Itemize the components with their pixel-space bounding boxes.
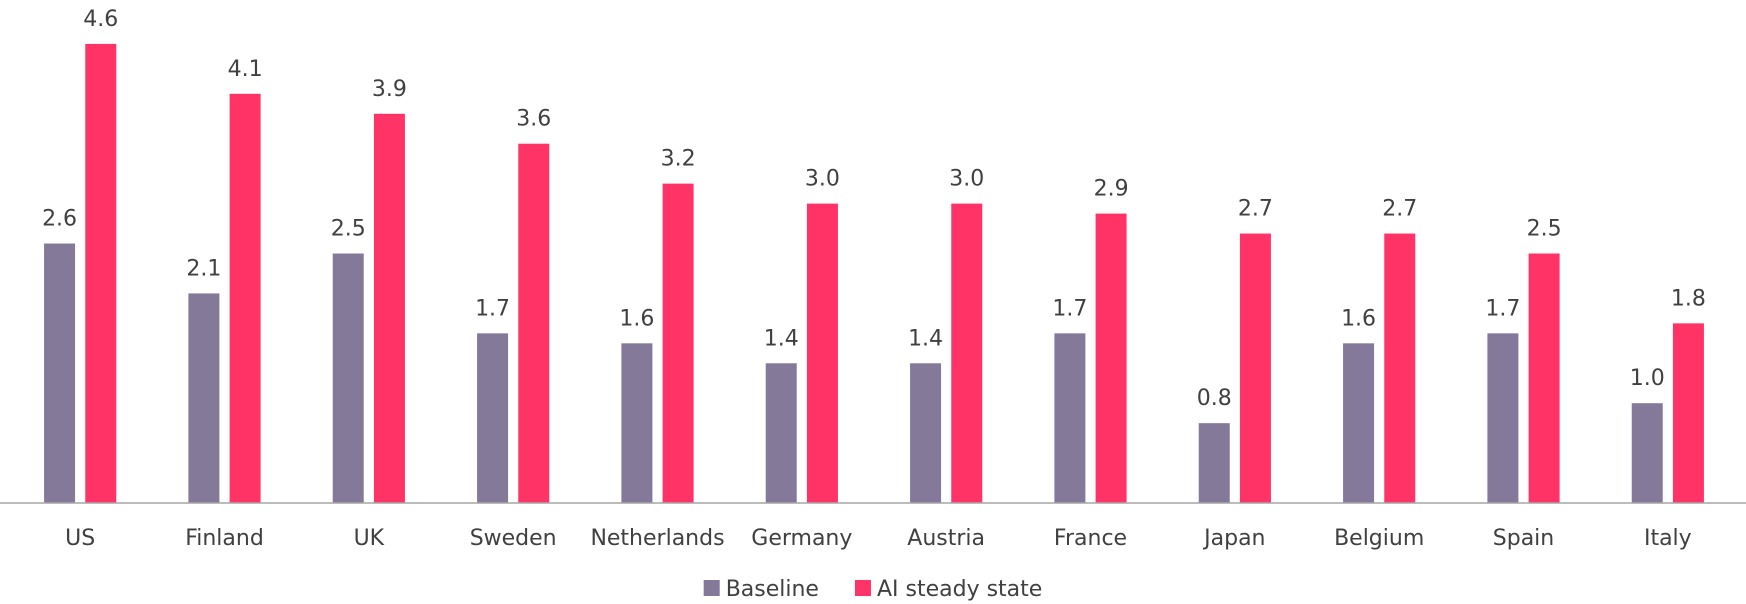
bar <box>518 143 550 503</box>
bar <box>951 203 983 503</box>
value-label: 1.6 <box>1341 306 1376 331</box>
bar <box>621 343 653 503</box>
value-label: 1.7 <box>1052 296 1087 321</box>
value-label: 3.6 <box>516 107 551 132</box>
bar <box>1198 423 1230 503</box>
bar <box>1343 343 1375 503</box>
x-tick-label: Italy <box>1644 526 1692 551</box>
x-tick-label: Finland <box>185 526 264 551</box>
x-tick-label: France <box>1054 526 1127 551</box>
value-label: 3.2 <box>661 147 696 172</box>
value-label: 3.0 <box>805 167 840 192</box>
value-label: 1.8 <box>1671 286 1706 311</box>
bar <box>188 293 220 503</box>
x-tick-label: Germany <box>751 526 852 551</box>
x-tick-label: Japan <box>1202 526 1265 551</box>
x-tick-label: Sweden <box>470 526 557 551</box>
value-label: 2.1 <box>186 256 221 281</box>
bar <box>477 333 509 503</box>
value-label: 2.7 <box>1382 197 1417 222</box>
value-label: 3.9 <box>372 77 407 102</box>
value-label: 1.0 <box>1630 366 1665 391</box>
bar <box>332 253 364 503</box>
value-label: 2.5 <box>331 217 366 242</box>
value-label: 4.6 <box>83 7 118 32</box>
value-label: 3.0 <box>949 167 984 192</box>
value-label: 1.7 <box>1485 296 1520 321</box>
bar <box>373 113 405 503</box>
value-label: 2.7 <box>1238 197 1273 222</box>
x-tick-label: Spain <box>1493 526 1554 551</box>
bar <box>1095 213 1127 503</box>
value-label: 1.4 <box>764 326 799 351</box>
bar <box>910 363 942 503</box>
x-tick-label: US <box>65 526 95 551</box>
bar <box>806 203 838 503</box>
bar <box>44 243 76 503</box>
x-tick-label: Belgium <box>1334 526 1424 551</box>
bar <box>1528 253 1560 503</box>
value-label: 1.4 <box>908 326 943 351</box>
x-tick-label: Austria <box>907 526 985 551</box>
legend-swatch <box>703 580 720 596</box>
value-label: 1.6 <box>619 306 654 331</box>
value-label: 2.5 <box>1527 217 1562 242</box>
bar <box>85 43 117 504</box>
bar <box>1384 233 1416 504</box>
x-tick-label: Netherlands <box>590 526 724 551</box>
bar <box>1239 233 1271 504</box>
bar <box>1487 333 1519 503</box>
bar <box>229 93 261 503</box>
bar <box>765 363 797 503</box>
value-label: 2.6 <box>42 207 77 232</box>
x-tick-label: UK <box>354 526 385 551</box>
bar <box>662 183 694 503</box>
value-label: 0.8 <box>1197 386 1232 411</box>
bar <box>1672 323 1704 503</box>
bar <box>1631 403 1663 503</box>
bar <box>1054 333 1086 503</box>
legend-label: Baseline <box>726 577 819 602</box>
legend-swatch <box>854 580 871 596</box>
legend-label: AI steady state <box>877 577 1042 602</box>
value-label: 4.1 <box>228 57 263 82</box>
value-label: 1.7 <box>475 296 510 321</box>
value-label: 2.9 <box>1094 177 1129 202</box>
